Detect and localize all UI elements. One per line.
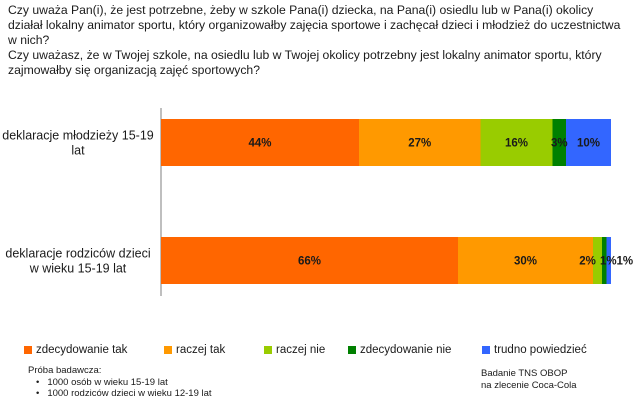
bar-segment [161, 237, 458, 284]
legend-item: raczej nie [264, 344, 325, 356]
bar-segment [480, 119, 553, 166]
source-line-1: Badanie TNS OBOP [481, 368, 568, 379]
bar-segment [606, 237, 611, 284]
value-label: 1% [616, 256, 633, 268]
value-label: 44% [248, 138, 271, 150]
legend-label: trudno powiedzieć [494, 344, 587, 356]
legend-swatch [164, 346, 172, 354]
chart-legend: zdecydowanie tak raczej tak raczej nie zdec… [24, 344, 624, 360]
category-label-line: deklaracje młodzieży 15-19 [2, 129, 154, 143]
value-label: 3% [551, 138, 568, 150]
value-label: 27% [408, 138, 431, 150]
legend-swatch [482, 346, 490, 354]
legend-label: raczej nie [276, 344, 326, 356]
category-label: deklaracje rodziców dzieci w wieku 15-19 … [5, 247, 150, 276]
sample-info: Próba badawcza: 1000 osób w wieku 15-19 … [28, 365, 212, 400]
bar-segment [566, 119, 611, 166]
question-parent: Czy uważa Pan(i), że jest potrzebne, żeb… [8, 3, 621, 47]
value-label: 1% [600, 256, 617, 268]
category-label: deklaracje młodzieży 15-19 lat [2, 129, 154, 158]
legend-label: raczej tak [176, 344, 226, 356]
category-label-line: w wieku 15-19 lat [29, 262, 127, 276]
bar-segment [552, 119, 566, 166]
legend-item: zdecydowanie tak [24, 344, 127, 356]
bar-segment [458, 237, 593, 284]
source-line-2: na zlecenie Coca-Cola [481, 379, 577, 391]
bar-segment [602, 237, 607, 284]
legend-label: zdecydowanie tak [36, 344, 128, 356]
bar-segment [593, 237, 602, 284]
stacked-bar-chart: deklaracje młodzieży 15-19 latdeklaracje … [2, 108, 633, 296]
legend-item: trudno powiedzieć [482, 344, 587, 356]
legend-swatch [348, 346, 356, 354]
value-label: 2% [579, 256, 596, 268]
source-info: Badanie TNS OBOP na zlecenie Coca-Cola [481, 368, 577, 391]
legend-swatch [264, 346, 272, 354]
value-label: 16% [505, 138, 528, 150]
bar-segment [161, 119, 359, 166]
bar-segment [359, 119, 481, 166]
sample-item-parents: 1000 rodziców dzieci w wieku 12-19 lat [36, 388, 211, 400]
question-text: Czy uważa Pan(i), że jest potrzebne, żeb… [8, 3, 628, 78]
sample-item-youth: 1000 osób w wieku 15-19 lat [36, 377, 212, 389]
value-label: 66% [298, 256, 321, 268]
value-label: 10% [577, 138, 600, 150]
category-label-line: lat [71, 144, 85, 158]
legend-swatch [24, 346, 32, 354]
sample-title: Próba badawcza: [28, 365, 102, 376]
value-label: 30% [514, 256, 537, 268]
question-youth: Czy uważasz, że w Twojej szkole, na osie… [8, 48, 602, 77]
category-label-line: deklaracje rodziców dzieci [5, 247, 150, 261]
legend-item: zdecydowanie nie [348, 344, 451, 356]
legend-label: zdecydowanie nie [360, 344, 452, 356]
legend-item: raczej tak [164, 344, 225, 356]
